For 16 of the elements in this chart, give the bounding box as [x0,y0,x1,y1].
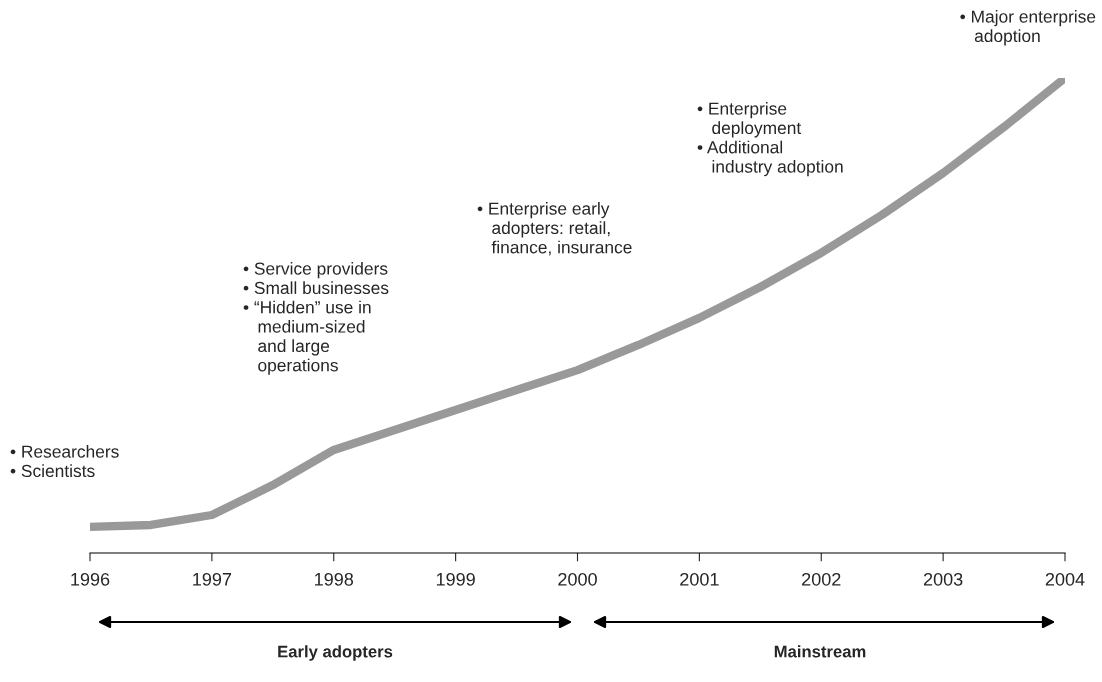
x-tick-label: 1996 [71,572,110,586]
annotation: • Service providers • Small businesses • “Hidden” use in medium-sized and large operations [243,262,389,375]
annotation: • Enterprise early adopters: retail, finance, insurance [477,202,632,256]
x-tick-label: 2002 [802,572,841,586]
annotation: • Enterprise deployment • Additional industry adoption [697,102,843,177]
x-tick-label: 1999 [436,572,475,586]
text: Mainstream [774,645,866,658]
x-tick-label: 2000 [558,572,597,586]
x-tick-label: 2003 [923,572,963,586]
x-tick-label: 1998 [315,572,354,586]
text: Early adopters [278,645,393,661]
x-tick-label: 1997 [193,572,232,586]
annotation: • Researchers • Scientists [10,445,119,478]
x-tick-label: 2001 [680,572,719,586]
x-tick-label: 2004 [1045,572,1085,586]
text: • Major enterprise adoption [960,10,1096,46]
